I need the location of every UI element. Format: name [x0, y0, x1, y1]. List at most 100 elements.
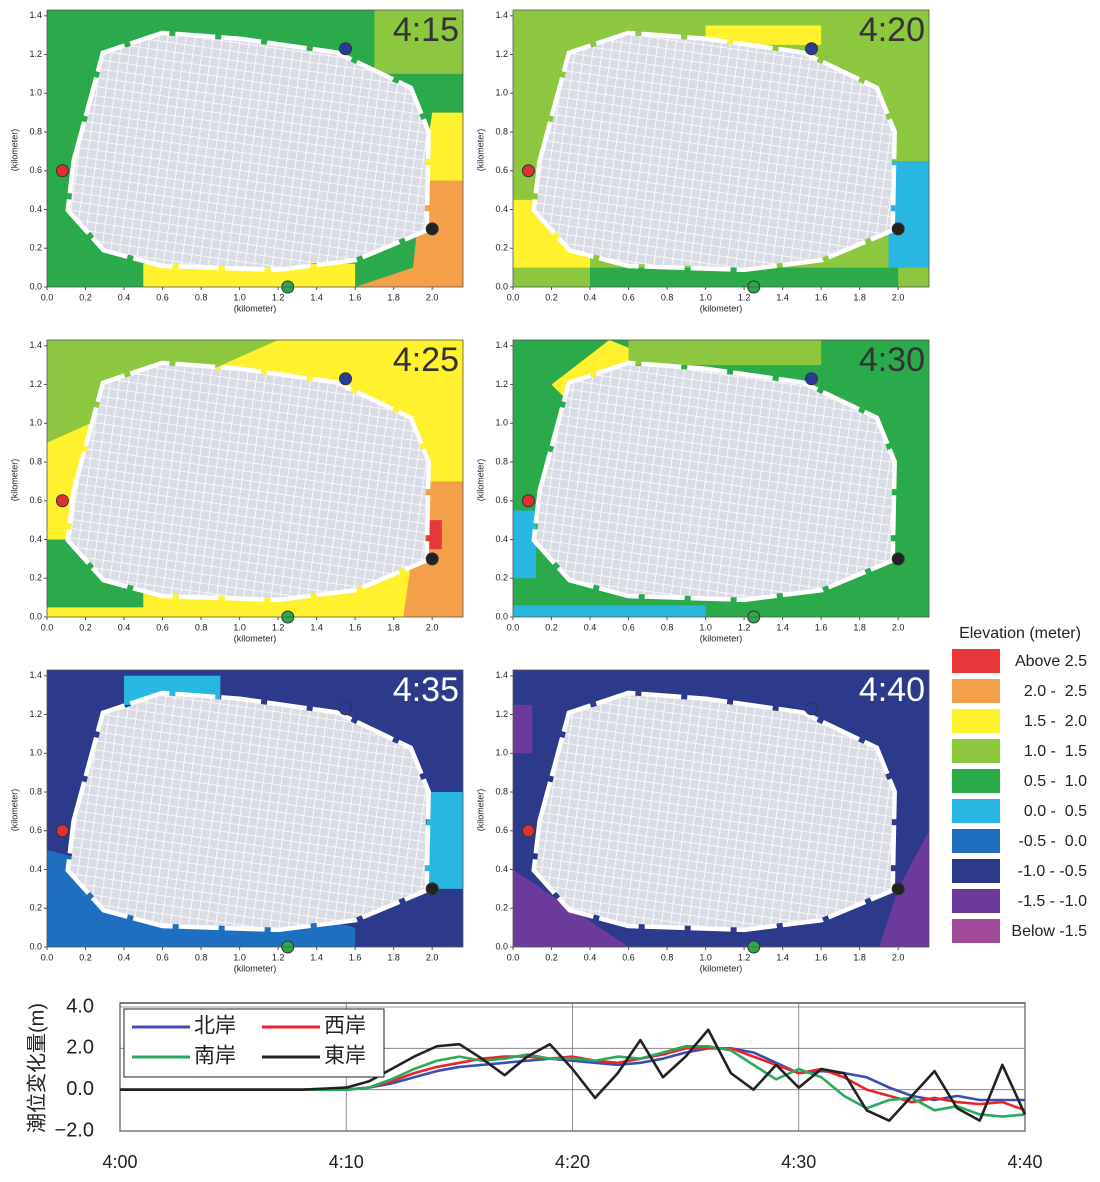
y-tick-label: 1.2	[495, 49, 508, 59]
x-axis-label: (kilometer)	[700, 303, 743, 313]
x-tick-label: 1.2	[272, 952, 285, 962]
gauge-station	[56, 825, 68, 837]
legend-swatch	[952, 709, 1000, 733]
map-time: 4:25	[393, 341, 459, 379]
x-tick-label: 1.8	[387, 952, 400, 962]
legend-swatch	[952, 649, 1000, 673]
elevation-region	[513, 510, 536, 578]
y-tick-label: 1.0	[495, 88, 508, 98]
x-tick-label: 4:30	[781, 1152, 816, 1172]
x-tick-label: 1.2	[738, 292, 751, 302]
y-tick-label: 0.4	[29, 534, 42, 544]
y-axis-label: (kilometer)	[475, 789, 485, 832]
legend-label: 西岸	[324, 1015, 366, 1038]
x-tick-label: 1.4	[310, 952, 323, 962]
x-tick-label: 1.8	[853, 952, 866, 962]
y-tick-label: 0.8	[495, 456, 508, 466]
elevation-region	[513, 705, 532, 753]
x-tick-label: 1.0	[233, 292, 246, 302]
y-tick-label: 1.0	[29, 418, 42, 428]
gauge-station	[340, 43, 352, 55]
x-tick-label: 0.2	[545, 292, 558, 302]
legend-swatch	[952, 739, 1000, 763]
legend-label: -1.0 - -0.5	[1018, 863, 1087, 880]
legend-label: 0.5 - 1.0	[1024, 773, 1087, 790]
x-tick-label: 0.8	[195, 292, 208, 302]
x-tick-label: 0.2	[79, 952, 92, 962]
y-tick-label: 0.2	[29, 903, 42, 913]
y-tick-label: 1.4	[29, 10, 42, 20]
y-tick-label: 0.6	[495, 165, 508, 175]
map-time: 4:20	[859, 11, 925, 49]
y-tick-label: 0.4	[29, 864, 42, 874]
x-tick-label: 0.6	[156, 952, 169, 962]
legend-label: Above 2.5	[1015, 653, 1087, 670]
x-tick-label: 0.2	[545, 952, 558, 962]
x-tick-label: 0.6	[156, 622, 169, 632]
x-tick-label: 1.6	[815, 952, 828, 962]
legend-label: 1.5 - 2.0	[1024, 713, 1087, 730]
x-tick-label: 1.4	[776, 292, 789, 302]
y-tick-label: 0.6	[29, 165, 42, 175]
legend-swatch	[952, 799, 1000, 823]
y-tick-label: 0.2	[495, 903, 508, 913]
legend-label: 0.0 - 0.5	[1024, 803, 1087, 820]
y-tick-label: 1.0	[495, 418, 508, 428]
x-tick-label: 0.2	[79, 622, 92, 632]
x-tick-label: 1.0	[699, 952, 712, 962]
map-time: 4:35	[393, 671, 459, 709]
x-tick-label: 1.6	[349, 952, 362, 962]
y-tick-label: 4.0	[66, 995, 94, 1017]
x-tick-label: 1.0	[699, 622, 712, 632]
y-tick-label: 1.4	[495, 670, 508, 680]
x-tick-label: 0.0	[507, 952, 520, 962]
legend-swatch	[952, 859, 1000, 883]
x-axis-label: (kilometer)	[234, 633, 277, 643]
y-tick-label: 1.4	[29, 340, 42, 350]
legend-label: -0.5 - 0.0	[1019, 833, 1088, 850]
x-tick-label: 1.6	[815, 622, 828, 632]
y-tick-label: 0.6	[29, 495, 42, 505]
y-tick-label: 0.0	[29, 281, 42, 291]
x-tick-label: 4:10	[329, 1152, 364, 1172]
x-tick-label: 1.4	[310, 292, 323, 302]
x-tick-label: 0.4	[118, 952, 131, 962]
legend-label: 南岸	[194, 1045, 236, 1068]
y-tick-label: 0.0	[29, 941, 42, 951]
x-tick-label: 1.2	[738, 622, 751, 632]
x-tick-label: 1.8	[853, 622, 866, 632]
y-tick-label: 0.2	[495, 573, 508, 583]
x-axis-label: (kilometer)	[234, 303, 277, 313]
x-tick-label: 2.0	[426, 622, 439, 632]
x-tick-label: 2.0	[426, 292, 439, 302]
x-tick-label: 4:40	[1007, 1152, 1042, 1172]
gauge-station	[426, 883, 438, 895]
x-tick-label: 0.6	[156, 292, 169, 302]
x-tick-label: 2.0	[892, 622, 905, 632]
y-tick-label: 0.4	[495, 534, 508, 544]
x-tick-label: 1.8	[853, 292, 866, 302]
y-tick-label: 0.2	[495, 243, 508, 253]
y-axis-label: (kilometer)	[9, 789, 19, 832]
x-axis-label: (kilometer)	[234, 963, 277, 973]
gauge-station	[426, 223, 438, 235]
legend-label: 東岸	[324, 1045, 366, 1068]
y-tick-label: 1.4	[495, 340, 508, 350]
x-tick-label: 1.2	[272, 292, 285, 302]
y-tick-label: 1.4	[495, 10, 508, 20]
map-panel: 4:250.00.20.40.60.81.01.21.41.61.82.00.0…	[9, 340, 463, 643]
gauge-station	[806, 43, 818, 55]
gauge-station	[522, 165, 534, 177]
y-tick-label: 1.2	[495, 709, 508, 719]
y-tick-label: 0.6	[495, 495, 508, 505]
x-tick-label: 0.6	[622, 952, 635, 962]
map-time: 4:15	[393, 11, 459, 49]
elevation-region	[513, 605, 706, 617]
y-tick-label: 1.0	[29, 748, 42, 758]
map-panel: 4:150.00.20.40.60.81.01.21.41.61.82.00.0…	[9, 10, 463, 313]
gauge-station	[56, 165, 68, 177]
legend-swatch	[952, 769, 1000, 793]
